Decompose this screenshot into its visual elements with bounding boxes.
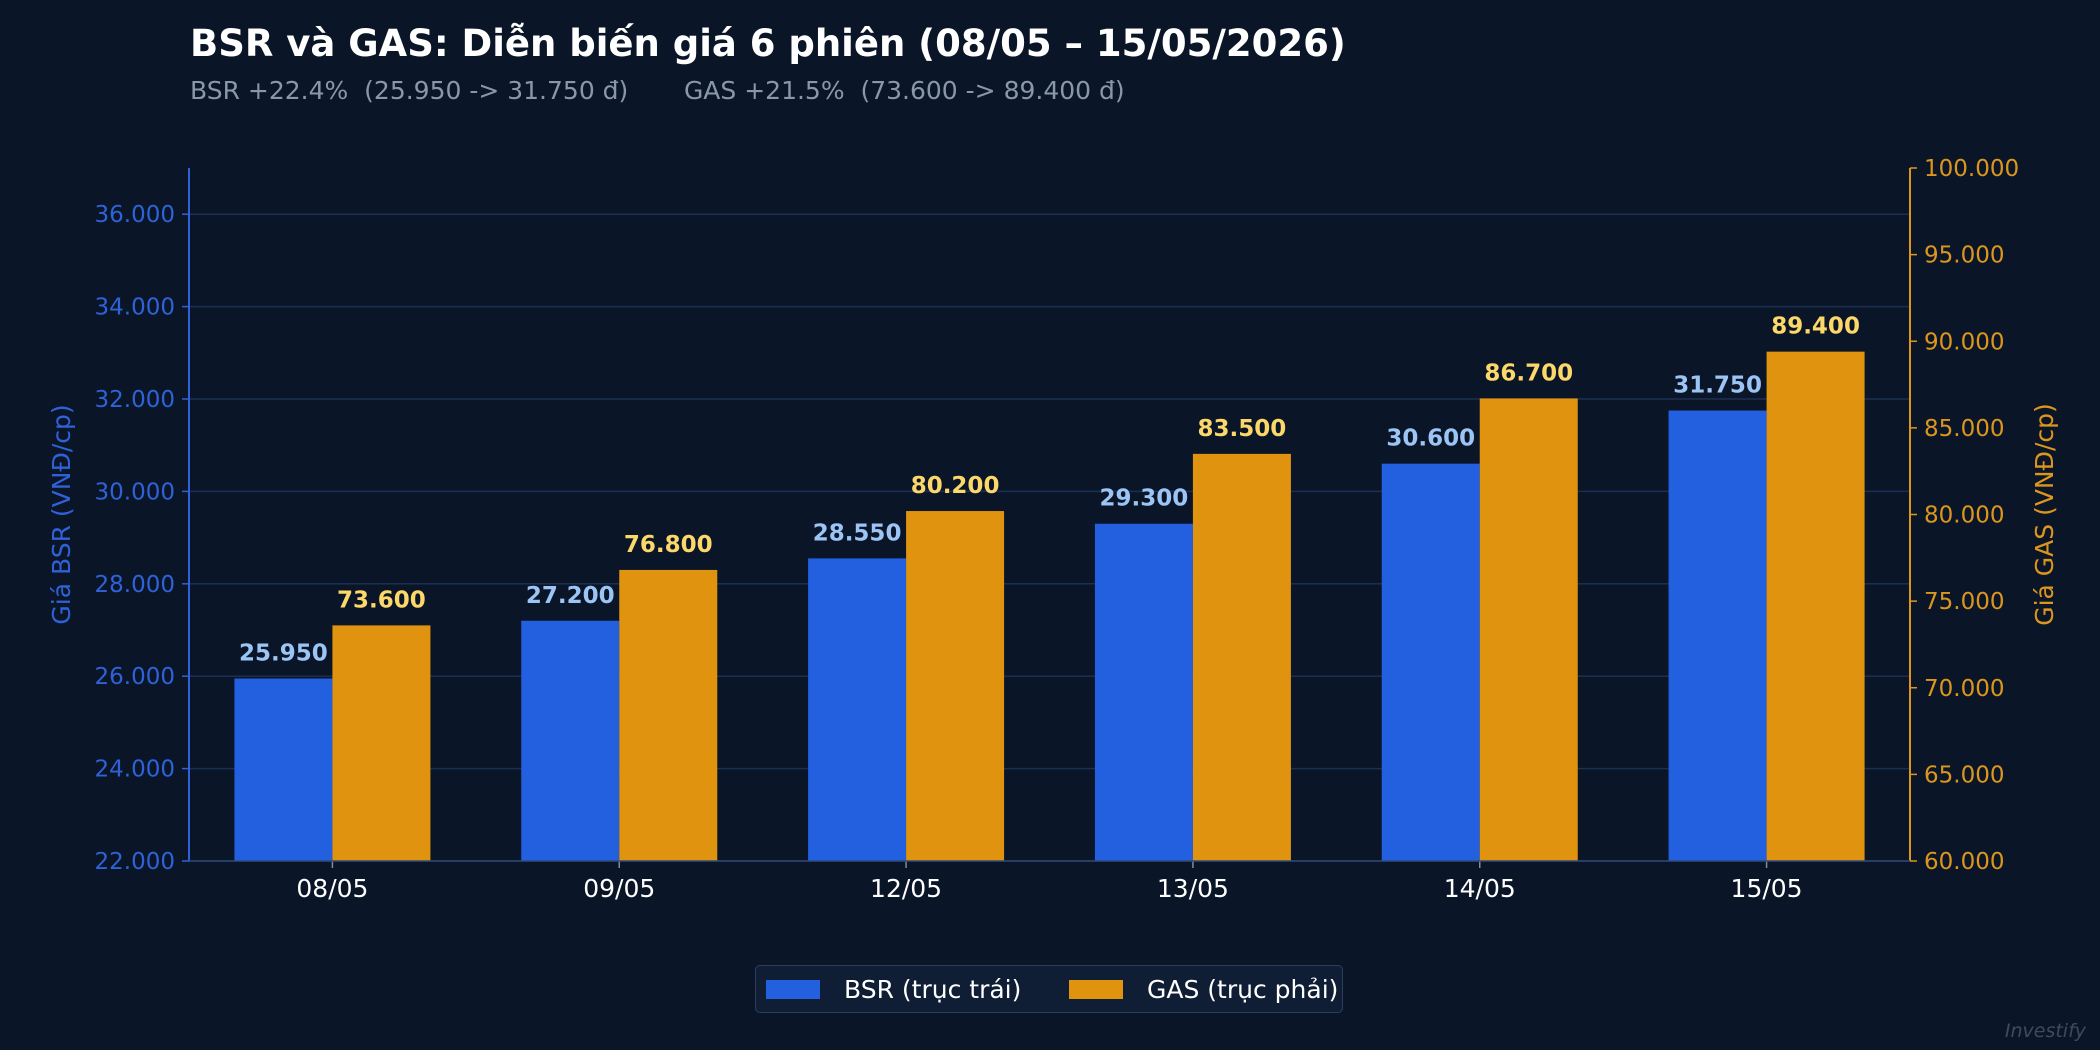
x-tick-label-2: 12/05	[870, 874, 942, 903]
y-right-axis-title: Giá GAS (VNĐ/cp)	[2030, 403, 2059, 626]
bar-bsr-4	[1381, 463, 1480, 861]
y-right-tick-label-8: 100.000	[1924, 156, 2019, 182]
y-left-tick-label-4: 30.000	[95, 479, 175, 505]
y-left-tick-label-2: 26.000	[95, 664, 175, 690]
data-label-gas-3: 83.500	[1198, 416, 1287, 442]
y-left-tick-label-0: 22.000	[95, 849, 175, 875]
y-right-tick-label-3: 75.000	[1924, 589, 2004, 615]
y-left-tick-label-7: 36.000	[95, 202, 175, 228]
y-right-tick-label-5: 85.000	[1924, 416, 2004, 442]
bar-gas-3	[1192, 453, 1291, 861]
watermark: Investify	[2004, 1020, 2086, 1042]
y-right-tick-label-4: 80.000	[1924, 503, 2004, 529]
data-label-gas-4: 86.700	[1484, 360, 1573, 386]
x-tick-label-1: 09/05	[583, 874, 655, 903]
data-label-bsr-3: 29.300	[1100, 486, 1189, 512]
legend-item-gas: GAS (trục phải)	[1069, 966, 1338, 1012]
bar-bsr-0	[234, 678, 333, 861]
data-label-bsr-2: 28.550	[813, 520, 902, 546]
y-left-tick-label-5: 32.000	[95, 387, 175, 413]
data-label-bsr-4: 30.600	[1386, 426, 1475, 452]
y-left-tick-label-1: 24.000	[95, 757, 175, 783]
bar-gas-0	[332, 625, 431, 861]
bar-gas-2	[906, 511, 1005, 861]
bar-bsr-2	[808, 558, 907, 861]
data-label-bsr-5: 31.750	[1673, 373, 1762, 399]
y-right-tick-label-7: 95.000	[1924, 243, 2004, 269]
subtitle-gas: GAS +21.5% (73.600 -> 89.400 đ)	[683, 76, 1125, 105]
data-label-gas-2: 80.200	[911, 473, 1000, 499]
bar-gas-1	[619, 569, 718, 861]
y-right-tick-label-2: 70.000	[1924, 676, 2004, 702]
data-label-bsr-0: 25.950	[239, 641, 328, 667]
y-left-axis-title: Giá BSR (VNĐ/cp)	[47, 404, 76, 624]
chart-legend: BSR (trục trái) GAS (trục phải)	[755, 965, 1343, 1013]
bar-bsr-5	[1668, 410, 1767, 861]
x-tick-label-3: 13/05	[1157, 874, 1229, 903]
bar-bsr-1	[521, 620, 620, 861]
data-label-gas-1: 76.800	[624, 532, 713, 558]
subtitle-bsr: BSR +22.4% (25.950 -> 31.750 đ)	[190, 76, 629, 105]
legend-label-gas: GAS (trục phải)	[1147, 974, 1339, 1004]
y-left-tick-label-6: 34.000	[95, 295, 175, 321]
y-right-tick-label-1: 65.000	[1924, 762, 2004, 788]
y-right-tick-label-6: 90.000	[1924, 329, 2004, 355]
bar-bsr-3	[1094, 523, 1193, 861]
x-tick-label-5: 15/05	[1731, 874, 1803, 903]
chart-subtitle: BSR +22.4% (25.950 -> 31.750 đ) GAS +21.…	[190, 76, 1125, 105]
data-label-gas-0: 73.600	[337, 587, 426, 613]
legend-item-bsr: BSR (trục trái)	[766, 966, 1021, 1012]
legend-swatch-bsr	[766, 979, 820, 999]
data-label-gas-5: 89.400	[1771, 314, 1860, 340]
bar-gas-5	[1766, 351, 1865, 861]
data-label-bsr-1: 27.200	[526, 583, 615, 609]
chart-title: BSR và GAS: Diễn biến giá 6 phiên (08/05…	[190, 22, 1346, 65]
y-left-tick-label-3: 28.000	[95, 572, 175, 598]
legend-label-bsr: BSR (trục trái)	[844, 974, 1022, 1004]
x-tick-label-4: 14/05	[1444, 874, 1516, 903]
legend-swatch-gas	[1069, 979, 1123, 999]
x-tick-label-0: 08/05	[296, 874, 368, 903]
y-right-tick-label-0: 60.000	[1924, 849, 2004, 875]
bar-gas-4	[1479, 398, 1578, 861]
